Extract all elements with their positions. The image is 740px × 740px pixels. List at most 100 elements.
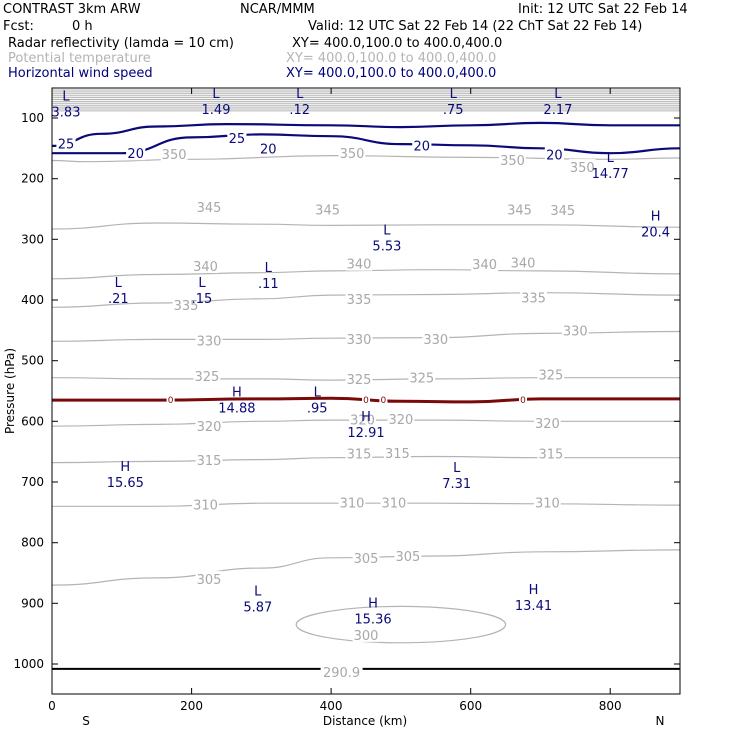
field-xy-wind: XY= 400.0,100.0 to 400.0,400.0 — [286, 66, 496, 81]
wind-label-20: 20 — [546, 148, 563, 163]
x-tick-label: 200 — [180, 699, 203, 713]
extremum-low-marker: L — [115, 276, 123, 291]
extremum-low-marker: L — [453, 461, 461, 476]
valid-time: Valid: 12 UTC Sat 22 Feb 14 (22 ChT Sat … — [308, 19, 642, 34]
theta-label-315-bg — [345, 445, 373, 461]
extremum-value: .75 — [443, 103, 464, 118]
reflectivity-label-bg — [362, 395, 370, 406]
field-name-wind: Horizontal wind speed — [8, 66, 153, 81]
theta-label-330: 330 — [197, 335, 222, 350]
y-tick-label: 400 — [21, 293, 44, 307]
extremum-value: 5.53 — [372, 239, 401, 254]
theta-label-350: 350 — [570, 161, 595, 176]
theta-label-310-bg — [534, 494, 561, 510]
wind-label-20-bg — [258, 140, 278, 156]
extremum-value: 12.91 — [347, 426, 384, 441]
theta-label-350-bg — [568, 159, 596, 175]
theta-label-340-bg — [509, 254, 537, 270]
theta-label-310: 310 — [535, 497, 560, 512]
wind-label-25: 25 — [58, 138, 75, 153]
extremum-value: .21 — [108, 292, 129, 307]
y-tick-label: 500 — [21, 354, 44, 368]
wind-contour-20 — [52, 133, 680, 155]
theta-label-330-bg — [561, 322, 589, 338]
extremum-low-marker: L — [607, 151, 615, 166]
extremum-low-marker: L — [254, 584, 262, 599]
extremum-value: .12 — [289, 103, 310, 118]
fcst-value: 0 h — [72, 19, 93, 34]
theta-label-340: 340 — [193, 260, 218, 275]
y-axis-label: Pressure (hPa) — [3, 348, 17, 434]
theta-label-350: 350 — [162, 148, 187, 163]
theta-label-320: 320 — [535, 417, 560, 432]
theta-label-320-bg — [349, 411, 376, 427]
theta-label-305: 305 — [354, 552, 379, 567]
field-name-reflectivity: Radar reflectivity (lamda = 10 cm) — [8, 36, 234, 51]
theta-label-330-bg — [345, 330, 373, 346]
theta-label-350-bg — [499, 151, 526, 167]
extremum-value: 20.4 — [641, 225, 670, 240]
theta-label-310: 310 — [193, 498, 218, 513]
theta-label-325-bg — [345, 370, 373, 386]
theta-label-345: 345 — [507, 204, 532, 219]
extremum-value: 5.87 — [243, 600, 272, 615]
extremum-high-marker: H — [529, 583, 539, 598]
extremum-high-marker: H — [368, 597, 378, 612]
theta-label-345: 345 — [550, 204, 575, 219]
theta-label-310-bg — [338, 494, 366, 510]
theta-label-305-bg — [352, 549, 380, 565]
theta-label-305-bg — [195, 571, 223, 587]
theta-label-305: 305 — [395, 550, 420, 565]
theta-label-315-bg — [537, 445, 565, 461]
theta-label-315: 315 — [385, 447, 410, 462]
extremum-value: 14.77 — [592, 167, 629, 182]
theta-label-305-bg — [394, 548, 422, 563]
theta-label-325-bg — [408, 369, 436, 385]
extremum-low-marker: L — [554, 87, 562, 102]
theta-label-320-bg — [534, 415, 561, 431]
south-label: S — [82, 714, 90, 728]
theta-label-350: 350 — [340, 147, 365, 162]
theta-label-335: 335 — [174, 299, 199, 314]
theta-label-350: 350 — [500, 154, 525, 169]
theta-label-305: 305 — [197, 573, 222, 588]
extremum-value: 13.41 — [515, 599, 552, 614]
field-name-theta: Potential temperature — [8, 51, 151, 66]
y-tick-label: 700 — [21, 475, 44, 489]
header: CONTRAST 3km ARW NCAR/MMM Init: 12 UTC S… — [3, 2, 688, 81]
theta-label-335-bg — [172, 296, 200, 312]
theta-label-330-bg — [195, 332, 223, 348]
x-axis-label: Distance (km) — [323, 714, 407, 728]
theta-label-315-bg — [384, 444, 411, 460]
extremum-low-marker: L — [265, 261, 273, 276]
theta-label-345: 345 — [197, 201, 222, 216]
y-tick-label: 600 — [21, 414, 44, 428]
init-time: Init: 12 UTC Sat 22 Feb 14 — [518, 2, 688, 17]
theta-label-320: 320 — [197, 420, 222, 435]
theta-contour-310 — [52, 502, 680, 507]
theta-label-320-bg — [195, 418, 223, 434]
theta-label-290.9-bg — [320, 663, 363, 679]
x-tick-label: 800 — [599, 699, 622, 713]
fcst-label: Fcst: — [3, 19, 34, 34]
x-tick-label: 400 — [320, 699, 343, 713]
theta-label-330: 330 — [347, 333, 372, 348]
x-tick-label: 0 — [48, 699, 56, 713]
field-xy-theta: XY= 400.0,100.0 to 400.0,400.0 — [286, 51, 496, 66]
theta-label-350-bg — [160, 145, 188, 161]
theta-label-330: 330 — [563, 324, 588, 339]
y-tick-label: 300 — [21, 232, 44, 246]
wind-contour-25 — [52, 121, 680, 147]
extremum-high-marker: H — [120, 460, 130, 475]
extremum-low-marker: L — [296, 87, 304, 102]
reflectivity-label-bg — [379, 395, 388, 406]
theta-label-340: 340 — [347, 258, 372, 273]
theta-label-335-bg — [345, 290, 373, 306]
extremum-high-marker: H — [651, 209, 661, 224]
theta-label-340-bg — [192, 258, 219, 273]
theta-label-335: 335 — [347, 293, 372, 308]
theta-label-345-bg — [549, 202, 577, 218]
contour-layer: 350 350 350 350 345 345 345 345 340 340 340 340 335 3… — [52, 121, 680, 681]
theta-label-340: 340 — [511, 256, 536, 271]
